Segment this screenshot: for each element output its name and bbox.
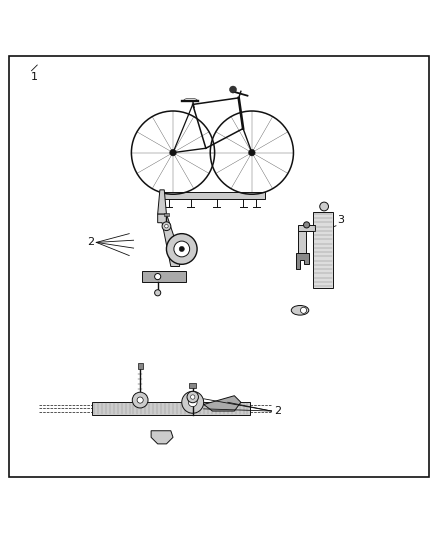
Polygon shape bbox=[158, 190, 166, 214]
Bar bbox=[298, 231, 306, 253]
Circle shape bbox=[132, 392, 148, 408]
Bar bbox=[160, 191, 265, 199]
Bar bbox=[189, 383, 196, 388]
Circle shape bbox=[248, 149, 255, 156]
Circle shape bbox=[166, 233, 197, 264]
Bar bbox=[313, 212, 333, 288]
Circle shape bbox=[162, 222, 171, 231]
Text: 2: 2 bbox=[274, 406, 281, 416]
Circle shape bbox=[304, 222, 310, 228]
Circle shape bbox=[155, 290, 161, 296]
Text: 2: 2 bbox=[87, 237, 94, 247]
Circle shape bbox=[137, 397, 143, 403]
Circle shape bbox=[320, 202, 328, 211]
Circle shape bbox=[191, 395, 195, 399]
Circle shape bbox=[187, 391, 198, 403]
Circle shape bbox=[188, 398, 197, 407]
Circle shape bbox=[179, 246, 184, 252]
Circle shape bbox=[170, 149, 177, 156]
Circle shape bbox=[165, 224, 168, 228]
Bar bbox=[92, 402, 250, 415]
Polygon shape bbox=[151, 431, 173, 444]
Circle shape bbox=[155, 273, 161, 280]
Bar bbox=[142, 271, 186, 282]
Polygon shape bbox=[158, 214, 180, 266]
Ellipse shape bbox=[291, 305, 309, 315]
Bar bbox=[138, 364, 143, 369]
Bar bbox=[298, 225, 315, 231]
Text: 1: 1 bbox=[31, 71, 38, 82]
Circle shape bbox=[230, 86, 237, 93]
Circle shape bbox=[174, 241, 190, 257]
Polygon shape bbox=[204, 395, 241, 411]
Bar bbox=[164, 213, 169, 216]
Text: 3: 3 bbox=[337, 215, 344, 225]
Circle shape bbox=[300, 307, 307, 313]
Circle shape bbox=[182, 391, 204, 413]
Polygon shape bbox=[296, 253, 309, 269]
